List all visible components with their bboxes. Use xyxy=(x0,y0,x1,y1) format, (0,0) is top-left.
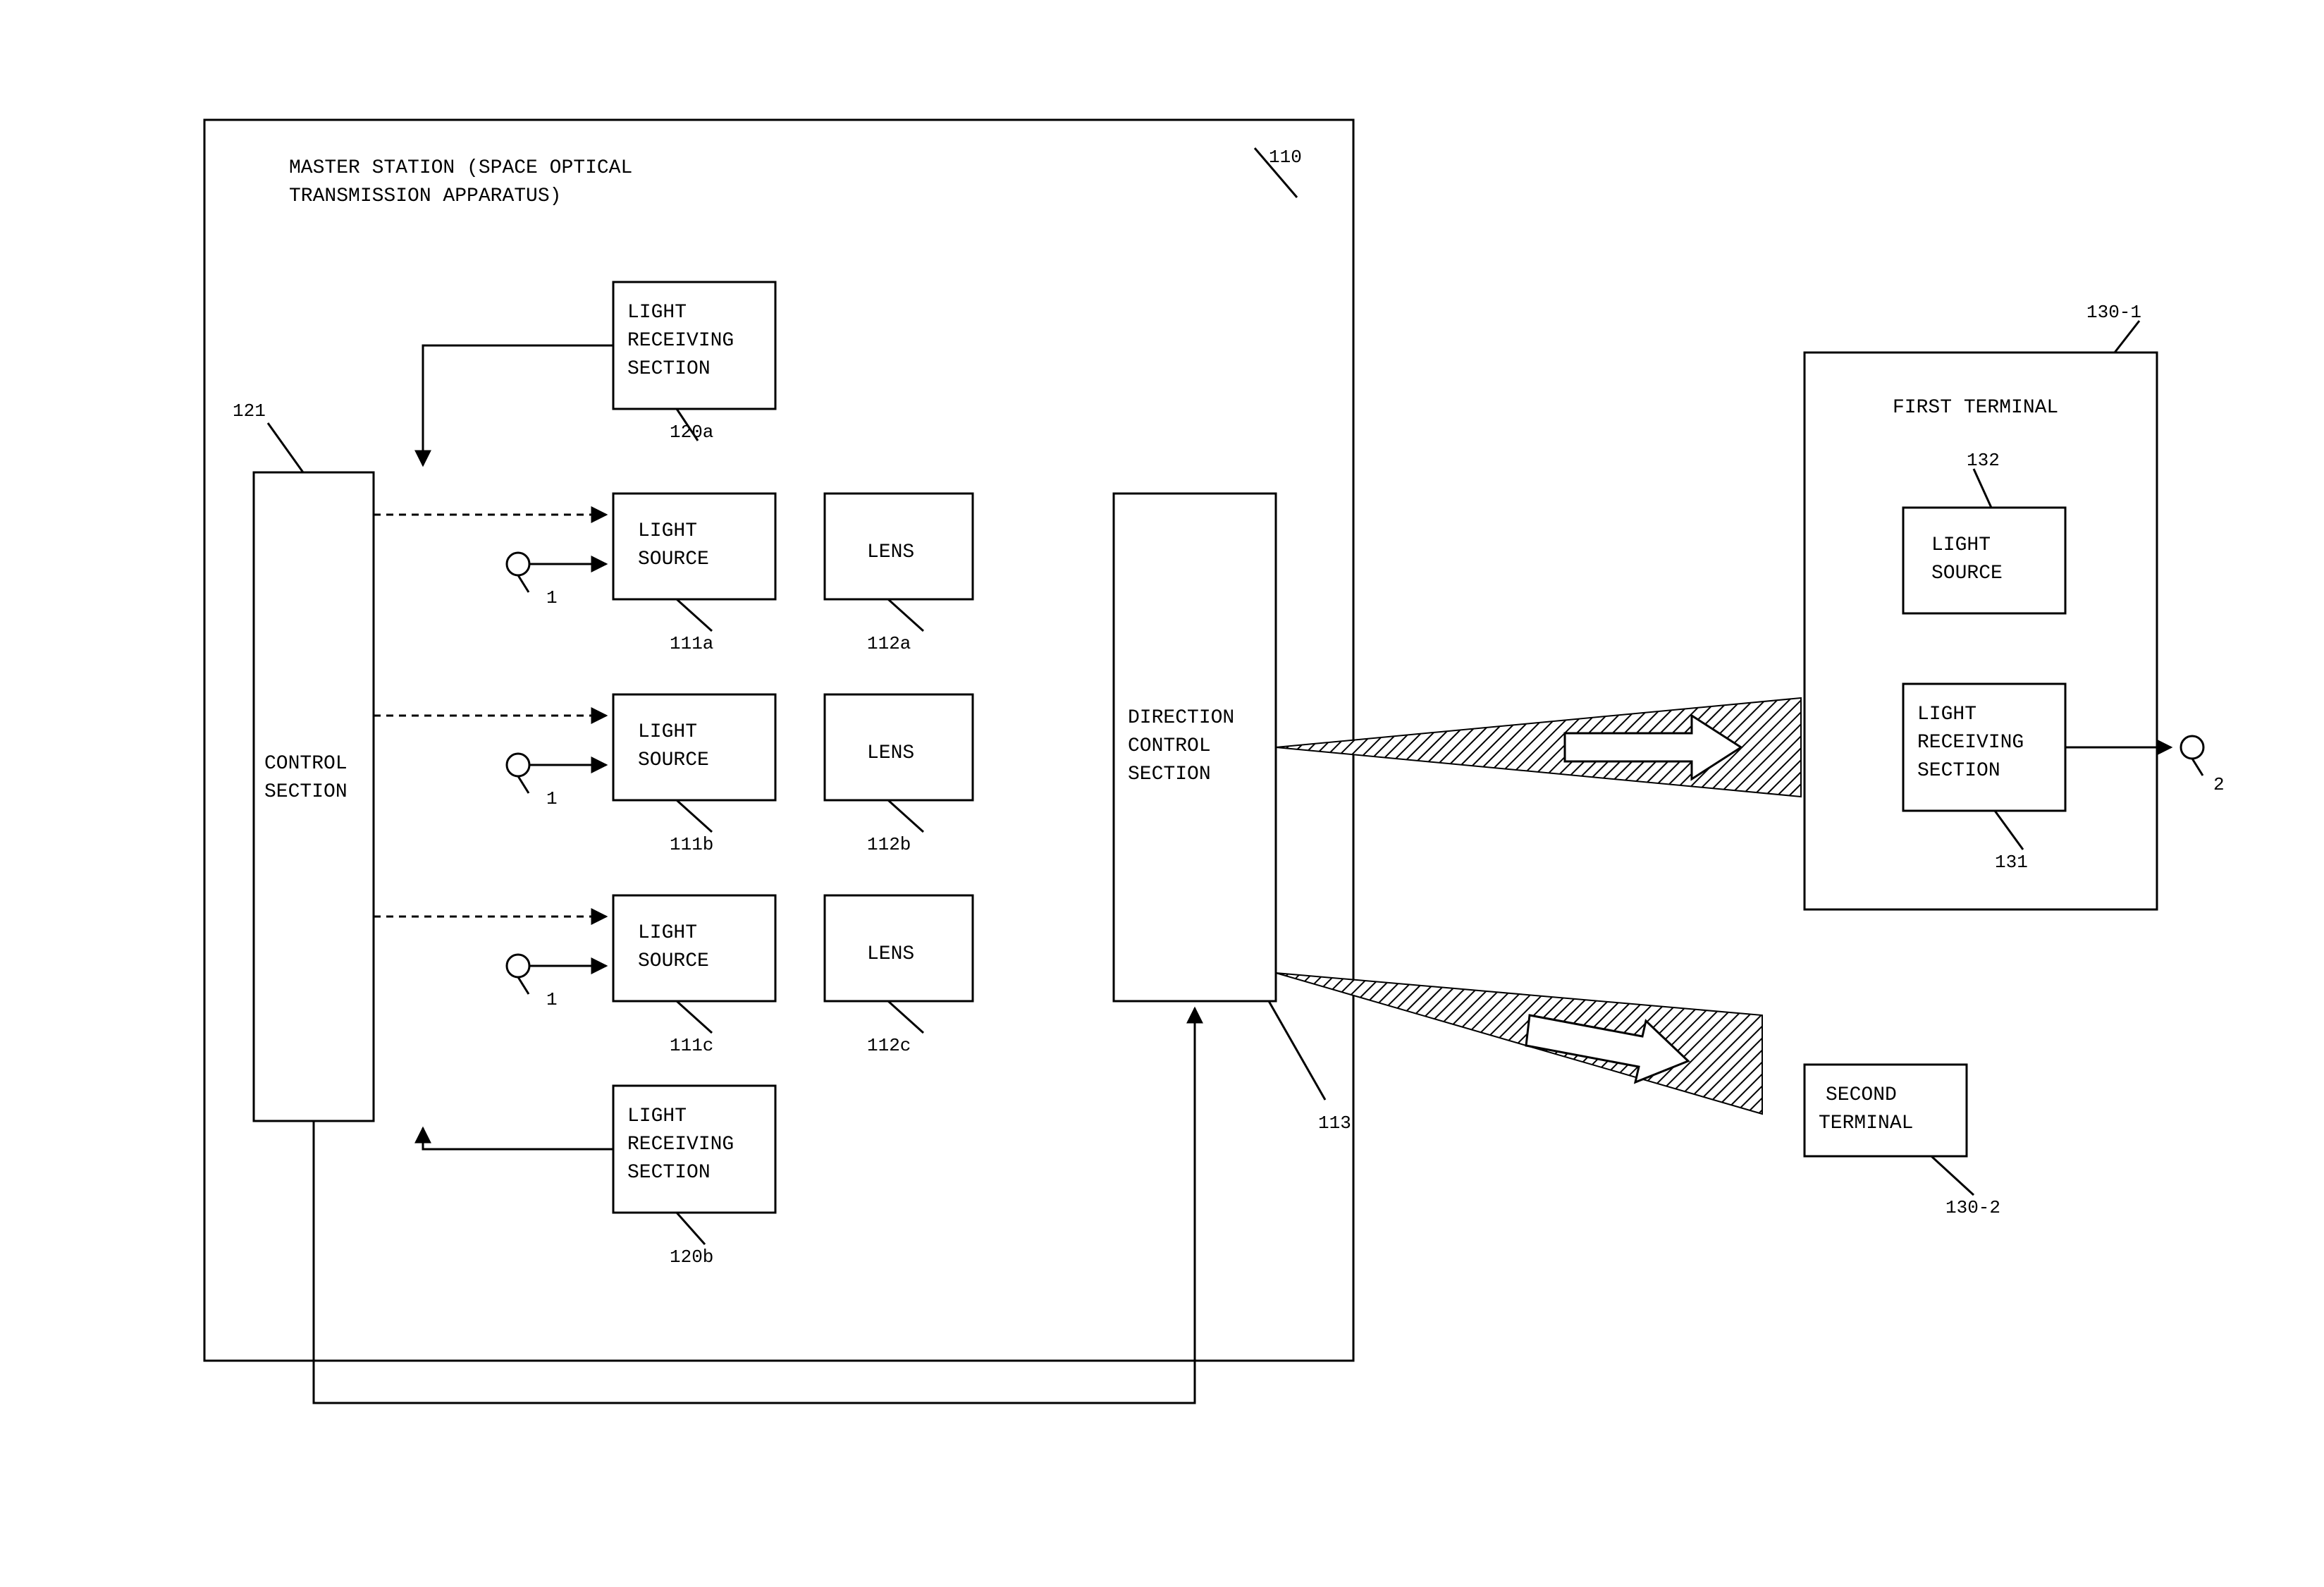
rx-top-l3: SECTION xyxy=(627,358,711,380)
rx-top-l2: RECEIVING xyxy=(627,330,734,352)
src-b-l1: LIGHT xyxy=(638,721,697,743)
t1-rx-l3: SECTION xyxy=(1917,760,2000,782)
svg-text:1: 1 xyxy=(546,788,558,809)
src-a-l2: SOURCE xyxy=(638,549,709,570)
ref-112b: 112b xyxy=(867,834,911,855)
t1-src-box xyxy=(1903,508,2065,613)
ref-131: 131 xyxy=(1995,852,2028,873)
ref-111a: 111a xyxy=(670,633,713,654)
ref-111b: 111b xyxy=(670,834,713,855)
ref-112a: 112a xyxy=(867,633,911,654)
control-l1: CONTROL xyxy=(264,753,348,775)
ref-130-1: 130-1 xyxy=(2086,302,2141,323)
src-b-box xyxy=(613,694,775,800)
src-b-l2: SOURCE xyxy=(638,749,709,771)
lens-b-label: LENS xyxy=(867,742,914,764)
ref-111c: 111c xyxy=(670,1035,713,1056)
t1-src-l1: LIGHT xyxy=(1931,534,1991,556)
ref-110: 110 xyxy=(1269,147,1302,168)
svg-text:2: 2 xyxy=(2213,774,2225,795)
src-c-l2: SOURCE xyxy=(638,950,709,972)
src-a-l1: LIGHT xyxy=(638,520,697,542)
src-c-l1: LIGHT xyxy=(638,922,697,944)
src-c-box xyxy=(613,895,775,1001)
ref-132: 132 xyxy=(1967,450,2000,471)
dir-l3: SECTION xyxy=(1128,764,1211,785)
ref-130-2: 130-2 xyxy=(1945,1197,2000,1218)
t1-src-l2: SOURCE xyxy=(1931,563,2003,584)
dir-l1: DIRECTION xyxy=(1128,707,1234,729)
first-terminal-box xyxy=(1805,353,2157,909)
t2-l1: SECOND xyxy=(1826,1084,1897,1106)
ref-121: 121 xyxy=(233,400,266,422)
svg-text:1: 1 xyxy=(546,587,558,608)
rx-bot-l2: RECEIVING xyxy=(627,1134,734,1156)
master-title-1: MASTER STATION (SPACE OPTICAL xyxy=(289,157,632,179)
svg-text:1: 1 xyxy=(546,989,558,1010)
src-a-box xyxy=(613,494,775,599)
ref-112c: 112c xyxy=(867,1035,911,1056)
t1-rx-l1: LIGHT xyxy=(1917,704,1976,725)
rx-top-l1: LIGHT xyxy=(627,302,687,324)
lens-c-label: LENS xyxy=(867,943,914,965)
rx-bot-l1: LIGHT xyxy=(627,1105,687,1127)
master-title-2: TRANSMISSION APPARATUS) xyxy=(289,185,561,207)
t1-rx-l2: RECEIVING xyxy=(1917,732,2024,754)
ref-120b: 120b xyxy=(670,1246,713,1268)
control-l2: SECTION xyxy=(264,781,348,803)
t2-l2: TERMINAL xyxy=(1819,1113,1913,1134)
optical-transmission-diagram: MASTER STATION (SPACE OPTICAL TRANSMISSI… xyxy=(0,0,2324,1587)
first-terminal-title: FIRST TERMINAL xyxy=(1893,397,2058,419)
lens-a-label: LENS xyxy=(867,541,914,563)
dir-l2: CONTROL xyxy=(1128,735,1211,757)
rx-bot-l3: SECTION xyxy=(627,1162,711,1184)
second-terminal-box xyxy=(1805,1065,1967,1156)
ref-113: 113 xyxy=(1318,1113,1351,1134)
